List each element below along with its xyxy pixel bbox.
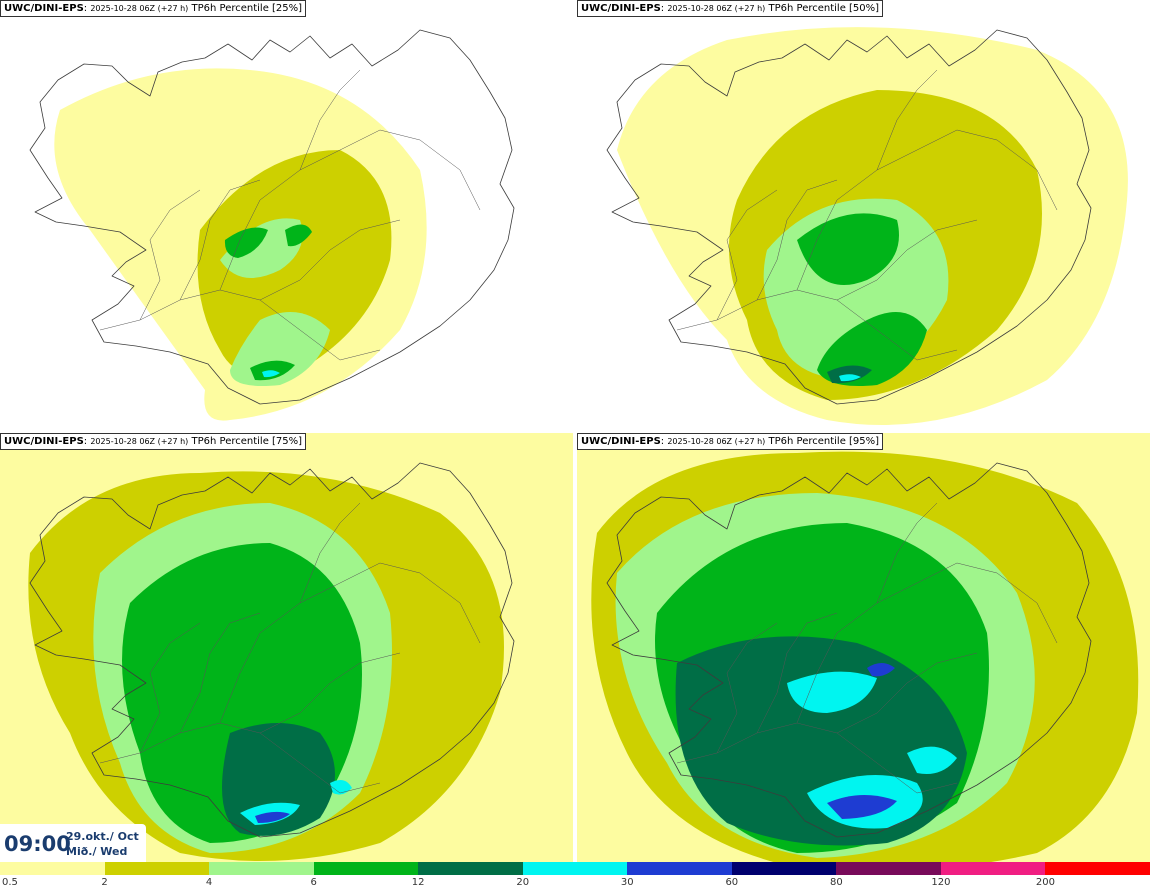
precip-contour — [867, 663, 895, 677]
panel-divider-horizontal — [0, 430, 1150, 433]
map-panel-p25: UWC/DINI-EPS: 2025-10-28 06Z (+27 h) TP6… — [0, 0, 573, 430]
panel-source: UWC/DINI-EPS — [4, 3, 84, 14]
colorbar-tick-label: 2 — [101, 877, 108, 888]
colorbar-swatch — [627, 862, 732, 875]
panel-param: TP6h Percentile [75%] — [191, 436, 303, 447]
precip-contour — [797, 213, 899, 285]
precip-map — [0, 0, 573, 430]
precip-contour — [285, 224, 312, 247]
colorbar-tick-label: 60 — [725, 877, 739, 888]
colorbar-legend: 0.5 2 4 6 12 20 30 60 80 120 200 — [0, 862, 1150, 891]
precip-contour — [197, 150, 392, 377]
colorbar-swatch — [731, 862, 837, 875]
road-line — [716, 622, 778, 754]
colorbar-swatch — [418, 862, 523, 875]
panel-run: 2025-10-28 06Z (+27 h) — [667, 437, 766, 446]
colorbar-tick-label: 200 — [1035, 877, 1055, 888]
valid-time-box: 09:00 29.okt./ Oct Mið./ Wed — [0, 824, 146, 862]
map-panel-p95: UWC/DINI-EPS: 2025-10-28 06Z (+27 h) TP6… — [577, 433, 1150, 863]
road-line — [876, 502, 938, 604]
road-line — [676, 289, 958, 361]
coastline — [29, 462, 515, 838]
colorbar-swatches — [0, 862, 1150, 875]
panel-param: TP6h Percentile [95%] — [768, 436, 880, 447]
road-line — [299, 502, 361, 604]
panel-title: UWC/DINI-EPS: 2025-10-28 06Z (+27 h) TP6… — [577, 433, 884, 450]
road-line — [716, 189, 778, 321]
panel-source: UWC/DINI-EPS — [581, 3, 661, 14]
road-line — [676, 722, 958, 794]
colorbar-tick-label: 4 — [205, 877, 213, 888]
road-line — [139, 189, 201, 321]
colorbar-swatch — [836, 862, 941, 875]
map-panel-p75: UWC/DINI-EPS: 2025-10-28 06Z (+27 h) TP6… — [0, 433, 573, 863]
colorbar-swatch — [940, 862, 1046, 875]
road-line — [179, 612, 261, 734]
panel-param: TP6h Percentile [25%] — [191, 3, 303, 14]
precip-contour — [262, 370, 280, 378]
road-line — [99, 722, 381, 794]
panel-run: 2025-10-28 06Z (+27 h) — [90, 4, 189, 13]
precip-contour — [222, 723, 335, 836]
precip-map — [0, 433, 573, 863]
colorbar-tick-label: 12 — [411, 877, 425, 888]
panel-title: UWC/DINI-EPS: 2025-10-28 06Z (+27 h) TP6… — [0, 0, 307, 17]
road-line — [139, 622, 201, 754]
road-line — [219, 129, 481, 291]
valid-time-clock: 09:00 — [4, 832, 71, 856]
colorbar-swatch — [104, 862, 210, 875]
panel-source: UWC/DINI-EPS — [4, 436, 84, 447]
precip-contour — [255, 811, 290, 823]
road-line — [756, 179, 838, 301]
colorbar-tick-label: 0.5 — [2, 877, 18, 888]
road-line — [796, 562, 1058, 724]
coastline — [606, 462, 1092, 838]
coastline — [29, 29, 515, 405]
panel-title: UWC/DINI-EPS: 2025-10-28 06Z (+27 h) TP6… — [577, 0, 884, 17]
colorbar-swatch — [313, 862, 419, 875]
panel-run: 2025-10-28 06Z (+27 h) — [90, 437, 189, 446]
road-line — [299, 69, 361, 171]
precip-contour — [330, 779, 352, 795]
coastline — [606, 29, 1092, 405]
colorbar-swatch — [209, 862, 314, 875]
colorbar-tick-label: 120 — [931, 877, 951, 888]
road-line — [876, 69, 938, 171]
panel-title: UWC/DINI-EPS: 2025-10-28 06Z (+27 h) TP6… — [0, 433, 307, 450]
road-line — [836, 219, 978, 301]
map-panel-p50: UWC/DINI-EPS: 2025-10-28 06Z (+27 h) TP6… — [577, 0, 1150, 430]
colorbar-tick-label: 6 — [310, 877, 317, 888]
road-line — [259, 219, 401, 301]
colorbar-tick-label: 30 — [620, 877, 634, 888]
colorbar-tick-label: 80 — [829, 877, 843, 888]
colorbar-tick-label: 20 — [516, 877, 530, 888]
panel-param: TP6h Percentile [50%] — [768, 3, 880, 14]
precip-contour — [787, 671, 877, 713]
road-line — [836, 652, 978, 734]
panel-source: UWC/DINI-EPS — [581, 436, 661, 447]
precip-contour — [907, 746, 957, 774]
colorbar-swatch — [1045, 862, 1150, 875]
road-line — [259, 652, 401, 734]
precip-contour — [827, 794, 897, 819]
panel-run: 2025-10-28 06Z (+27 h) — [667, 4, 766, 13]
valid-date: 29.okt./ Oct — [66, 830, 139, 843]
precip-map — [577, 433, 1150, 863]
precip-map — [577, 0, 1150, 430]
road-line — [99, 289, 381, 361]
precip-contour — [839, 374, 861, 382]
road-line — [179, 179, 261, 301]
colorbar-swatch — [522, 862, 628, 875]
valid-weekday: Mið./ Wed — [66, 845, 128, 858]
road-line — [796, 129, 1058, 291]
road-line — [756, 612, 838, 734]
precip-contour — [220, 218, 303, 278]
colorbar-swatch — [0, 862, 105, 875]
road-line — [219, 562, 481, 724]
